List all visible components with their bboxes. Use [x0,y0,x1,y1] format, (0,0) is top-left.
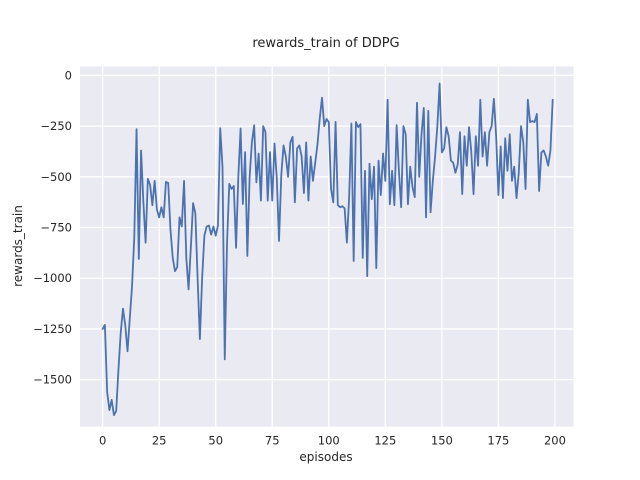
x-tick-label: 125 [374,434,396,448]
x-tick-label: 200 [544,434,566,448]
x-tick-label: 50 [208,434,223,448]
y-tick-label: −1250 [33,322,72,336]
y-tick-label: −750 [40,221,72,235]
y-tick-label: −250 [40,119,72,133]
x-tick-label: 100 [318,434,340,448]
x-tick-label: 25 [152,434,167,448]
x-tick-label: 75 [265,434,280,448]
x-tick-label: 175 [487,434,509,448]
reward-line [101,82,554,417]
plot-area [80,66,574,427]
y-tick-label: 0 [65,68,72,82]
axis-ticks: 0 −250 −500 −750 −1000 −1250 −1500 0 25 50 75 100 12… [33,68,566,447]
y-axis-label: rewards_train [11,205,25,287]
x-axis-label: episodes [299,450,352,464]
x-tick-label: 150 [431,434,453,448]
y-tick-label: −500 [40,170,72,184]
y-tick-label: −1500 [33,373,72,387]
y-tick-label: −1000 [33,271,72,285]
chart-title: rewards_train of DDPG [252,36,399,51]
x-tick-label: 0 [99,434,106,448]
